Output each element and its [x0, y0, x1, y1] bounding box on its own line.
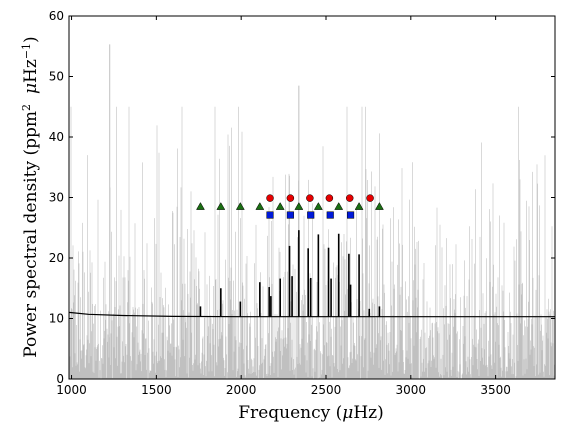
triangle-marker — [275, 202, 285, 210]
triangle-marker — [374, 202, 384, 210]
y-axis-label-sup: −1 — [20, 43, 33, 59]
x-axis-label: Frequency (μHz) — [238, 403, 383, 423]
noise-spike — [69, 106, 555, 379]
triangle-marker — [313, 202, 323, 210]
fit-background-line — [68, 311, 555, 318]
y-axis-label: Power spectral density (ppm2 μHz−1) — [20, 36, 42, 357]
y-tick-label: 50 — [49, 70, 64, 84]
y-tick-label: 40 — [49, 130, 64, 144]
triangle-marker — [294, 202, 304, 210]
x-axis-label-mu: μ — [342, 403, 353, 423]
square-marker — [307, 211, 315, 219]
mode-markers — [196, 194, 384, 219]
circle-marker — [325, 194, 334, 202]
x-tick-label: 3000 — [396, 383, 427, 397]
y-tick-label: 60 — [49, 9, 64, 23]
triangle-marker — [235, 202, 245, 210]
y-axis-label-unit: Hz — [21, 59, 41, 83]
axis-ticks: 1000 1500 2000 2500 3000 3500 0 10 20 30 40 50 60 — [49, 9, 555, 397]
y-axis-label-unit: ppm — [21, 111, 41, 149]
square-marker — [347, 211, 355, 219]
y-axis-label-part: ) — [21, 36, 41, 43]
triangle-marker — [354, 202, 364, 210]
circle-marker — [366, 194, 374, 202]
y-tick-label: 30 — [49, 191, 64, 205]
model-fit-series — [68, 230, 555, 318]
circle-marker — [286, 194, 295, 202]
square-marker — [326, 211, 334, 219]
triangle-marker — [196, 202, 205, 210]
square-marker — [266, 211, 274, 219]
y-axis-label-mu: μ — [21, 83, 41, 94]
y-axis-label-part: Power spectral density ( — [21, 149, 41, 358]
circle-marker — [266, 194, 274, 202]
triangle-marker — [255, 202, 265, 210]
circle-marker — [306, 194, 314, 202]
x-tick-label: 3500 — [480, 383, 511, 397]
triangle-marker — [216, 202, 226, 210]
y-axis-label-sup: 2 — [20, 104, 33, 111]
x-axis-label-part: Frequency ( — [238, 403, 342, 423]
y-tick-label: 10 — [49, 312, 64, 326]
triangle-marker — [334, 202, 344, 210]
circle-marker — [345, 194, 354, 202]
x-tick-label: 1500 — [141, 383, 172, 397]
square-marker — [286, 211, 294, 219]
y-tick-label: 0 — [56, 372, 64, 386]
x-tick-label: 1000 — [56, 383, 87, 397]
x-tick-label: 2500 — [311, 383, 342, 397]
x-axis-label-part: Hz) — [353, 403, 383, 423]
y-tick-label: 20 — [49, 251, 64, 265]
x-tick-label: 2000 — [226, 383, 257, 397]
